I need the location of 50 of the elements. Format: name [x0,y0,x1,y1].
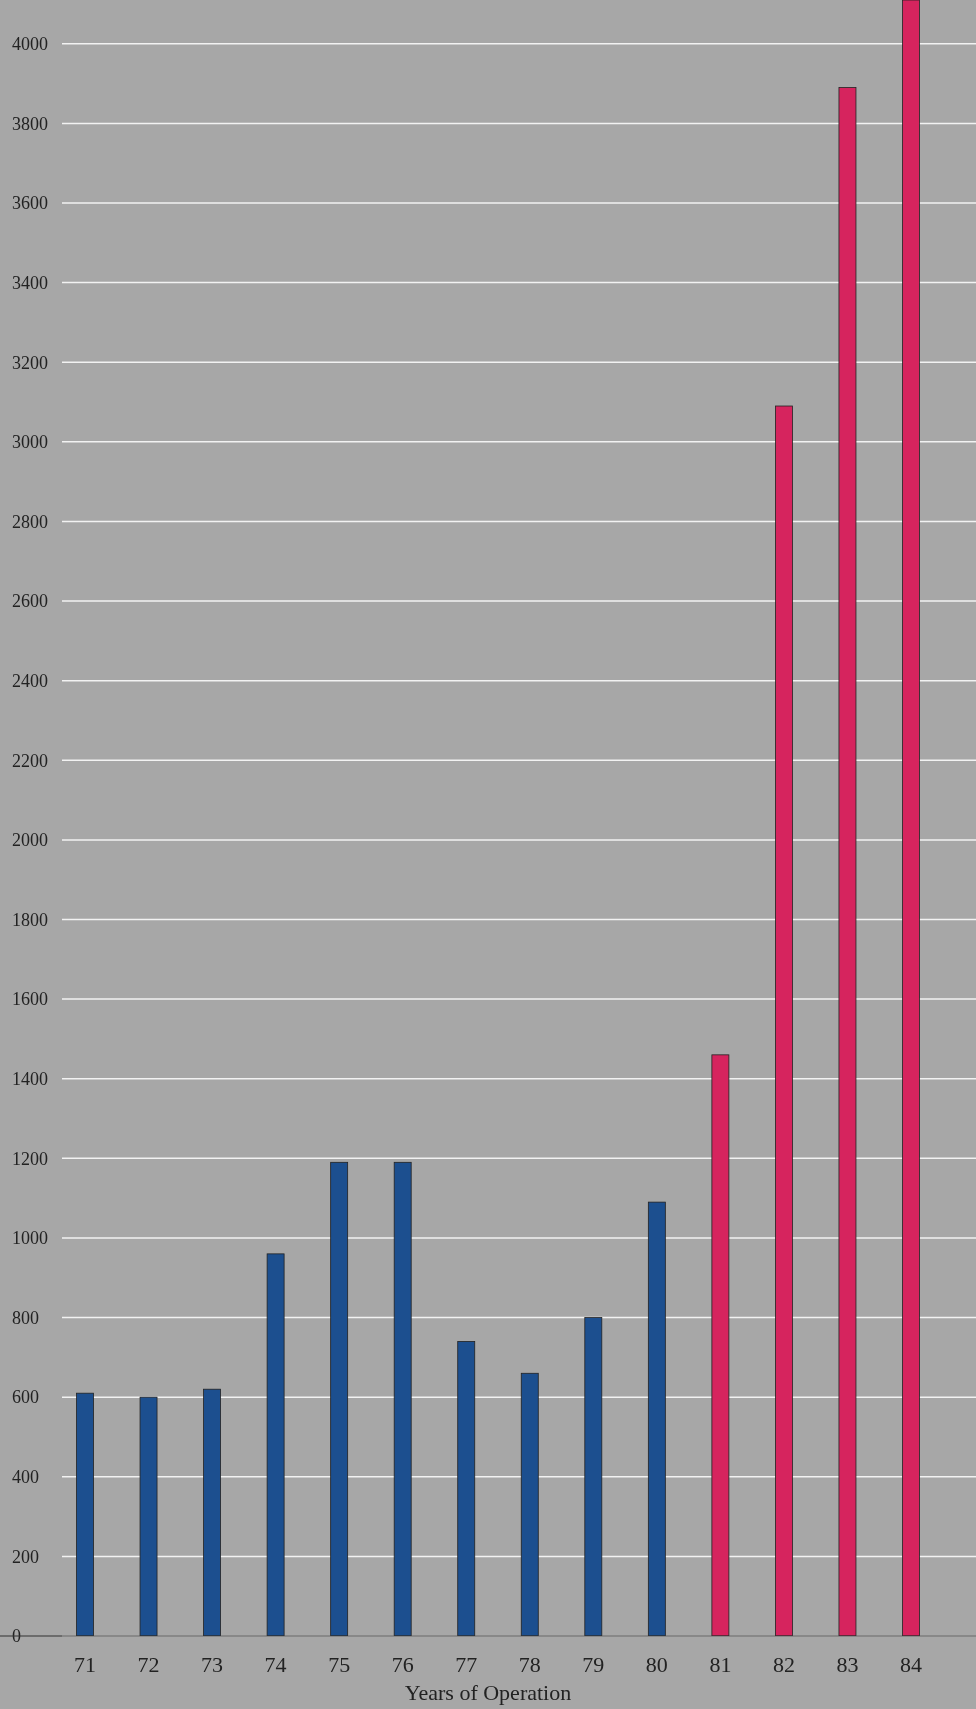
y-tick-label: 3000 [12,432,48,453]
y-tick-label: 1600 [12,989,48,1010]
x-tick-label: 84 [900,1652,922,1677]
x-tick-label: 81 [709,1652,732,1677]
y-tick-label: 2400 [12,670,48,691]
y-tick-label: 1000 [12,1228,48,1249]
y-tick-label: 3800 [12,113,48,134]
y-tick-label: 200 [12,1546,39,1567]
y-tick-label: 800 [12,1307,39,1328]
y-tick-label: 2000 [12,830,48,851]
y-tick-label: 3400 [12,272,48,293]
bar [457,1341,476,1636]
x-tick-label: 79 [582,1652,605,1677]
x-tick-label: 83 [836,1652,859,1677]
y-tick-label: 400 [12,1467,39,1488]
x-tick-label: 76 [391,1652,414,1677]
y-tick-label: 2200 [12,750,48,771]
x-tick-label: 75 [328,1652,351,1677]
bar [520,1372,539,1636]
bar [902,0,920,1636]
y-tick-label: 3200 [12,352,48,373]
bar [203,1388,221,1636]
y-tick-label: 1200 [12,1148,48,1169]
y-tick-label: 2800 [12,511,48,532]
bar [266,1253,285,1636]
x-tick-label: 78 [518,1652,541,1677]
y-tick-label: 1800 [12,909,48,930]
y-tick-label: 3600 [12,193,48,214]
x-axis-title: Years of Operation [404,1680,572,1705]
y-tick-label: 4000 [12,34,48,55]
x-tick-label: 73 [201,1652,224,1677]
y-tick-label: 0 [12,1626,21,1647]
bar [330,1161,349,1636]
bar [584,1317,603,1636]
y-tick-label: 1400 [12,1069,48,1090]
x-tick-label: 71 [74,1652,96,1677]
bar [647,1201,666,1636]
x-tick-label: 77 [455,1652,478,1677]
y-tick-label: 600 [12,1387,39,1408]
bar [393,1161,412,1636]
x-tick-label: 72 [137,1652,160,1677]
bar [711,1054,730,1636]
bar [139,1396,158,1636]
x-tick-label: 82 [772,1652,795,1677]
x-tick-label: 80 [645,1652,668,1677]
bar [775,405,793,1636]
bar [838,87,857,1636]
bar [76,1392,94,1636]
x-tick-label: 74 [264,1652,287,1677]
y-tick-label: 2600 [12,591,48,612]
